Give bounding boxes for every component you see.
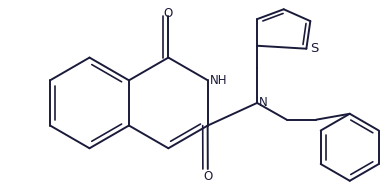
Text: S: S [310,42,319,55]
Text: NH: NH [210,74,227,87]
Text: O: O [203,170,212,183]
Text: N: N [259,96,268,109]
Text: O: O [164,7,173,20]
